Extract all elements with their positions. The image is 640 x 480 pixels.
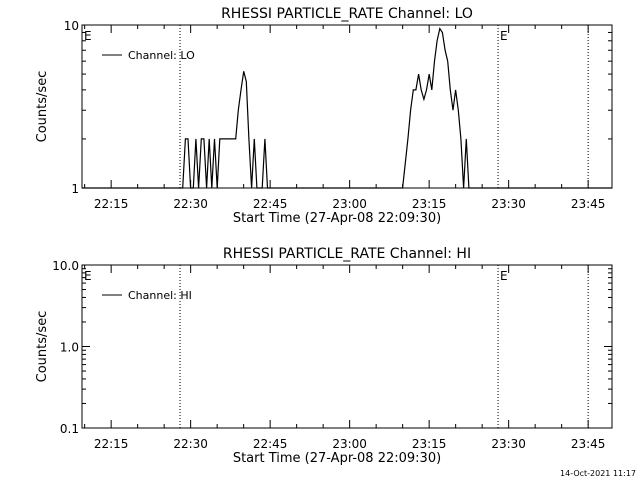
x-axis-label: Start Time (27-Apr-08 22:09:30): [233, 211, 441, 226]
chart-title: RHESSI PARTICLE_RATE Channel: HI: [223, 246, 471, 262]
chart-hi: RHESSI PARTICLE_RATE Channel: HI 0.1 1.0 10…: [35, 246, 613, 466]
y-axis-label: Counts/sec: [35, 71, 50, 143]
y-tick-label: 0.1: [60, 422, 79, 436]
y-tick-label: 1: [71, 182, 79, 196]
x-tick-label: 23:00: [332, 197, 367, 211]
legend-label: Channel: HI: [128, 289, 192, 302]
y-axis-label: Counts/sec: [35, 311, 50, 383]
timestamp: 14-Oct-2021 11:17: [560, 469, 636, 478]
x-axis-label: Start Time (27-Apr-08 22:09:30): [233, 451, 441, 466]
event-marker-label: E: [84, 29, 92, 43]
chart-title: RHESSI PARTICLE_RATE Channel: LO: [221, 6, 473, 22]
x-tick-label: 23:45: [571, 437, 606, 451]
event-marker-label: E: [84, 269, 92, 283]
x-tick-label: 22:45: [253, 197, 288, 211]
y-tick-label: 10: [64, 19, 79, 33]
x-tick-label: 23:30: [491, 197, 526, 211]
y-tick-label: 1.0: [60, 341, 79, 355]
chart-figure: RHESSI PARTICLE_RATE Channel: LO 1 10 22:15…: [35, 6, 613, 466]
x-tick-label: 23:30: [491, 437, 526, 451]
x-tick-label: 22:30: [173, 197, 208, 211]
series-line: [82, 27, 612, 189]
x-tick-label: 22:30: [173, 437, 208, 451]
x-tick-label: 23:15: [412, 197, 447, 211]
event-marker-label: E: [500, 269, 508, 283]
x-tick-label: 23:15: [412, 437, 447, 451]
y-tick-label: 10.0: [52, 259, 79, 273]
x-tick-label: 23:45: [571, 197, 606, 211]
x-tick-label: 22:45: [253, 437, 288, 451]
event-marker-label: E: [500, 29, 508, 43]
x-tick-label: 23:00: [332, 437, 367, 451]
chart-lo: RHESSI PARTICLE_RATE Channel: LO 1 10 22:15…: [35, 6, 613, 226]
x-tick-label: 22:15: [94, 197, 129, 211]
x-tick-label: 22:15: [94, 437, 129, 451]
legend-label: Channel: LO: [128, 49, 195, 62]
